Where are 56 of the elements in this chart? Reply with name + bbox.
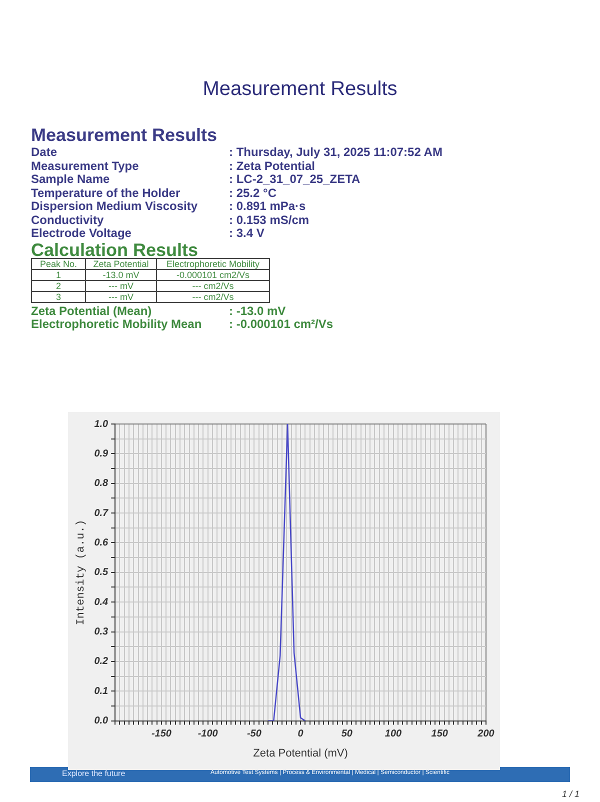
text: : Thursday, July 31, 2025 11:07:52 AM <box>229 145 442 159</box>
text: : 3.4 V <box>229 226 264 240</box>
text: 2 <box>32 280 86 292</box>
text: Measurement Results <box>31 125 218 146</box>
y-tick-label: 0.8 <box>94 478 109 490</box>
text: Calculation Results <box>31 240 198 260</box>
x-tick-label: 0 <box>298 728 304 740</box>
x-tick-label: -100 <box>198 728 218 740</box>
y-tick-label: 0.9 <box>94 448 109 460</box>
text: Temperature of the Holder <box>31 186 180 200</box>
text: : 0.153 mS/cm <box>229 212 310 226</box>
x-tick-label: 200 <box>476 728 495 740</box>
text: : LC-2_31_07_25_ZETA <box>229 172 360 186</box>
y-tick-label: 1.0 <box>94 418 109 430</box>
text: : 0.891 mPa·s <box>229 199 306 213</box>
x-tick-label: 150 <box>431 728 448 740</box>
text: Electrophoretic Mobility <box>156 258 270 270</box>
text: Explore the future <box>62 769 126 778</box>
text: 3 <box>32 292 86 302</box>
y-tick-label: 0.1 <box>94 686 109 697</box>
text: --- mV <box>86 292 156 302</box>
text: --- mV <box>86 280 156 292</box>
x-tick-label: -50 <box>246 728 262 740</box>
text: 1 <box>32 270 86 280</box>
text: Electrophoretic Mobility Mean <box>31 317 202 331</box>
text: Measurement Type <box>31 158 139 172</box>
y-tick-label: 0.4 <box>94 596 109 608</box>
text: --- cm2/Vs <box>156 292 270 302</box>
text: : Zeta Potential <box>229 158 316 172</box>
x-tick-label: -150 <box>151 728 172 740</box>
y-tick-label: 0.6 <box>94 537 109 548</box>
text: Electrode Voltage <box>31 226 132 240</box>
y-tick-label: 0.2 <box>94 656 109 668</box>
text: 1 / 1 <box>562 789 580 799</box>
text: -0.000101 cm2/Vs <box>156 270 270 280</box>
text: -13.0 mV <box>86 270 156 280</box>
text: : 25.2 °C <box>229 186 276 200</box>
text: Zeta Potential <box>86 258 156 270</box>
x-tick-label: 50 <box>341 728 353 740</box>
x-axis-title: Zeta Potential (mV) <box>253 747 348 760</box>
text: Zeta Potential (Mean) <box>31 304 152 318</box>
y-tick-label: 0.0 <box>94 716 109 727</box>
y-axis-title: Intensity (a.u.) <box>76 520 88 626</box>
x-tick-label: 100 <box>384 728 402 740</box>
y-tick-label: 0.3 <box>94 626 109 638</box>
y-tick-label: 0.7 <box>94 508 109 519</box>
text: Sample Name <box>31 172 110 186</box>
text: Peak No. <box>32 258 86 270</box>
text: Conductivity <box>31 212 104 226</box>
text: Date <box>31 145 58 159</box>
text: : -0.000101 cm²/Vs <box>229 317 334 331</box>
text: : -13.0 mV <box>229 304 286 318</box>
text: Dispersion Medium Viscosity <box>31 199 198 213</box>
text: --- cm2/Vs <box>156 280 270 292</box>
y-tick-label: 0.5 <box>94 567 109 578</box>
chart-title: Measurement Results <box>202 78 398 101</box>
